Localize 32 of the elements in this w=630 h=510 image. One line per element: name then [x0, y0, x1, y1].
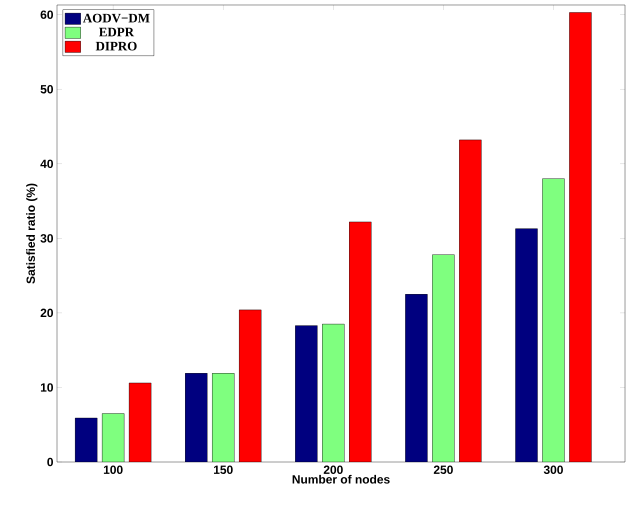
- legend-label: EDPR: [98, 28, 134, 36]
- bar: [569, 12, 592, 462]
- bar: [405, 294, 428, 462]
- bar: [74, 418, 98, 462]
- x-tick-label: 150: [214, 466, 233, 474]
- bar: [432, 254, 455, 462]
- y-tick-label: 60: [40, 10, 53, 19]
- y-tick-label: 50: [40, 85, 53, 94]
- bar: [542, 178, 565, 462]
- bar: [295, 325, 318, 462]
- y-tick-label: 10: [40, 383, 53, 392]
- x-axis-title: Number of nodes: [292, 474, 390, 484]
- bar: [128, 382, 152, 462]
- y-axis-title: Satisfied ratio (%): [26, 184, 38, 284]
- y-tick-label: 40: [40, 160, 53, 168]
- y-tick-label: 20: [40, 308, 53, 318]
- legend-label: DIPRO: [96, 42, 137, 50]
- y-tick-label: 30: [40, 234, 53, 243]
- y-tick-label: 0: [47, 458, 53, 466]
- bar: [515, 228, 538, 462]
- x-tick-label: 250: [434, 466, 453, 474]
- bar: [238, 310, 262, 462]
- bar: [102, 413, 124, 462]
- x-tick-label: 300: [544, 466, 563, 474]
- bar: [322, 324, 345, 462]
- bar: [459, 140, 482, 462]
- x-tick-label: 100: [104, 466, 123, 474]
- legend-label: AODV−DM: [82, 14, 150, 23]
- x-tick-label: 200: [324, 466, 343, 474]
- bar: [349, 222, 372, 462]
- bar: [212, 373, 234, 462]
- bar: [185, 373, 208, 462]
